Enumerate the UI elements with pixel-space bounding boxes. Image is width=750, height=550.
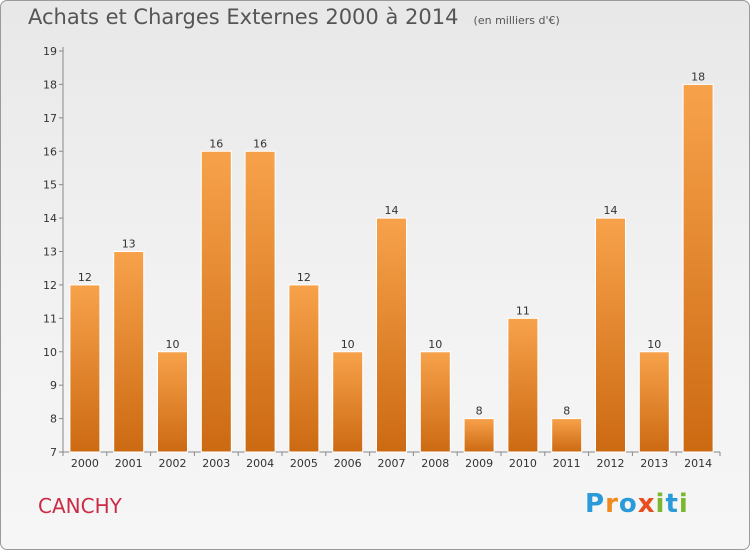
bar-2008 — [419, 351, 451, 453]
bar-2000 — [69, 284, 101, 453]
x-tick-label: 2008 — [421, 457, 449, 470]
axes: 7 8 9 10 11 12 13 14 15 16 17 18 19 2000 2001 2002 2003 2… — [43, 45, 721, 470]
bar-2014 — [682, 83, 714, 453]
logo-letter: r — [605, 489, 619, 519]
x-tick-label: 2005 — [290, 457, 318, 470]
x-tick-label: 2014 — [684, 457, 712, 470]
bar-value-label: 12 — [297, 271, 311, 284]
bar-value-label: 11 — [516, 304, 530, 317]
bar-2011 — [551, 418, 583, 453]
y-tick-label: 14 — [43, 212, 57, 225]
y-tick-label: 12 — [43, 279, 57, 292]
bar-value-label: 8 — [563, 405, 570, 418]
title-row: Achats et Charges Externes 2000 à 2014 (… — [28, 5, 560, 29]
bar-value-label: 14 — [385, 204, 399, 217]
bar-value-label: 14 — [604, 204, 618, 217]
y-tick-label: 13 — [43, 246, 57, 259]
logo-letter: t — [665, 489, 679, 519]
x-tick-label: 2003 — [202, 457, 230, 470]
logo-letter: i — [655, 489, 666, 519]
bar-value-label: 10 — [428, 338, 442, 351]
y-tick-label: 11 — [43, 312, 57, 325]
x-tick-label: 2006 — [334, 457, 362, 470]
bar-value-label: 16 — [209, 137, 223, 150]
x-tick-label: 2004 — [246, 457, 274, 470]
x-tick-label: 2013 — [640, 457, 668, 470]
y-tick-label: 17 — [43, 112, 57, 125]
x-tick-label: 2009 — [465, 457, 493, 470]
bar-2009 — [463, 418, 495, 453]
x-tick-label: 2000 — [71, 457, 99, 470]
bar-2013 — [638, 351, 670, 453]
x-tick-label: 2011 — [553, 457, 581, 470]
bar-value-label: 10 — [341, 338, 355, 351]
x-tick-label: 2007 — [378, 457, 406, 470]
bar-2006 — [332, 351, 364, 453]
y-tick-label: 7 — [50, 446, 57, 459]
bar-2001 — [113, 251, 145, 453]
x-tick-label: 2002 — [159, 457, 187, 470]
bar-2004 — [244, 150, 276, 453]
bar-2007 — [376, 217, 407, 453]
y-tick-label: 19 — [43, 45, 57, 58]
logo-letter: o — [618, 489, 638, 519]
bar-value-label: 13 — [122, 238, 136, 251]
x-tick-label: 2001 — [115, 457, 143, 470]
x-tick-label: 2012 — [597, 457, 625, 470]
y-tick-label: 8 — [50, 413, 57, 426]
logo-letter: x — [637, 489, 656, 519]
bar-2003 — [200, 150, 232, 453]
bar-value-label: 12 — [78, 271, 92, 284]
bar-value-label: 8 — [476, 405, 483, 418]
y-tick-label: 16 — [43, 145, 57, 158]
bar-value-label: 18 — [691, 70, 705, 83]
proxiti-logo: Proxiti — [585, 489, 689, 519]
bar-2005 — [288, 284, 320, 453]
chart-subtitle: (en milliers d'€) — [473, 14, 560, 27]
chart-title: Achats et Charges Externes 2000 à 2014 — [28, 5, 459, 29]
bar-value-label: 10 — [647, 338, 661, 351]
bar-2002 — [157, 351, 188, 453]
y-tick-label: 9 — [50, 379, 57, 392]
bar-2010 — [507, 317, 539, 453]
bar-value-label: 10 — [166, 338, 180, 351]
bar-value-label: 16 — [253, 137, 267, 150]
x-tick-label: 2010 — [509, 457, 537, 470]
y-tick-label: 15 — [43, 179, 57, 192]
y-tick-label: 18 — [43, 78, 57, 91]
logo-letter: i — [678, 489, 689, 519]
y-tick-label: 10 — [43, 346, 57, 359]
bar-2012 — [595, 217, 626, 453]
logo-letter: P — [585, 489, 606, 519]
bars: 12 13 10 16 16 12 10 14 10 8 11 8 14 10 18 — [69, 70, 714, 453]
commune-name: CANCHY — [38, 494, 122, 518]
